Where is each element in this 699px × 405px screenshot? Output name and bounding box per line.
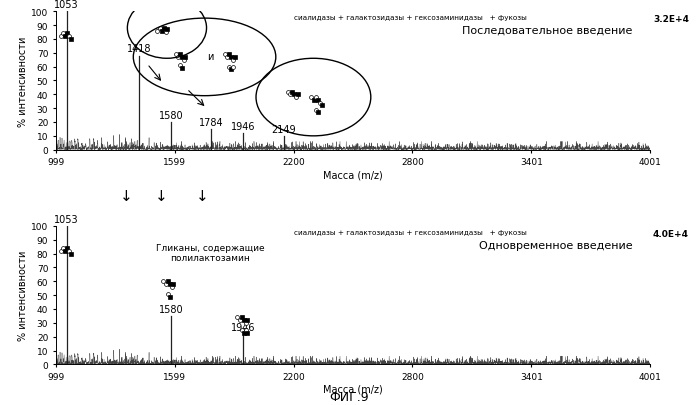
Text: ↓: ↓ xyxy=(196,189,209,204)
Text: 1946: 1946 xyxy=(231,322,256,332)
Text: Одновременное введение: Одновременное введение xyxy=(479,240,632,250)
Text: ↓: ↓ xyxy=(154,189,167,204)
Text: 1580: 1580 xyxy=(159,111,183,121)
Y-axis label: % интенсивности: % интенсивности xyxy=(18,250,28,341)
Text: сиалидазы + галактозидазы + гексозаминидазы   + фукозы: сиалидазы + галактозидазы + гексозаминид… xyxy=(294,229,526,235)
Text: сиалидазы + галактозидазы + гексозаминидазы   + фукозы: сиалидазы + галактозидазы + гексозаминид… xyxy=(294,15,526,21)
Text: ↓: ↓ xyxy=(120,189,132,204)
X-axis label: Масса (m/z): Масса (m/z) xyxy=(323,384,383,394)
Text: 1784: 1784 xyxy=(199,117,224,128)
Text: 3.2E+4: 3.2E+4 xyxy=(653,15,689,24)
Text: 1418: 1418 xyxy=(127,44,151,54)
Text: 4.0E+4: 4.0E+4 xyxy=(653,229,689,238)
Text: Последовательное введение: Последовательное введение xyxy=(462,26,632,36)
X-axis label: Масса (m/z): Масса (m/z) xyxy=(323,170,383,180)
Text: 1580: 1580 xyxy=(159,304,183,314)
Text: 1053: 1053 xyxy=(55,0,79,10)
Text: и: и xyxy=(208,51,214,61)
Text: ФИГ.9: ФИГ.9 xyxy=(330,390,369,403)
Text: 1053: 1053 xyxy=(55,214,79,224)
Text: Гликаны, содержащие
полилактозамин: Гликаны, содержащие полилактозамин xyxy=(156,243,265,262)
Text: 2149: 2149 xyxy=(271,124,296,134)
Y-axis label: % интенсивности: % интенсивности xyxy=(18,36,28,126)
Text: 1946: 1946 xyxy=(231,122,256,132)
